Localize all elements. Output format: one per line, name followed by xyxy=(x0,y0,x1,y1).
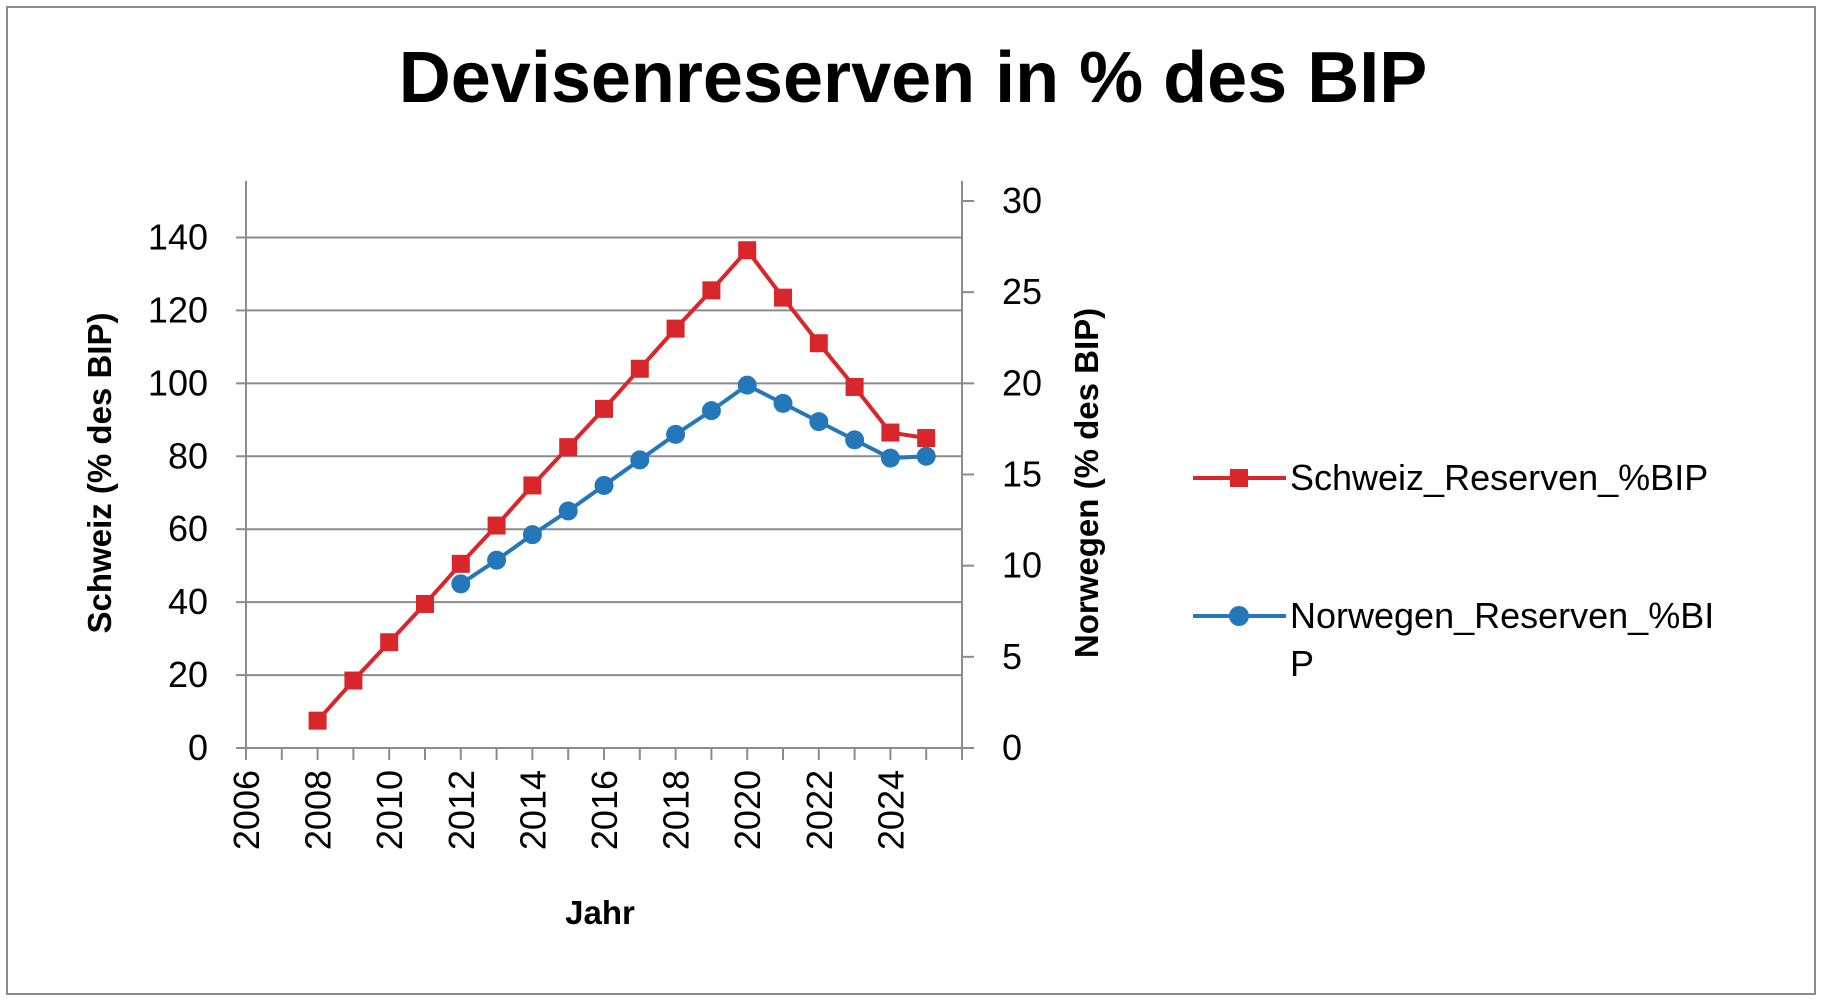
y-left-tick-label: 20 xyxy=(168,654,208,695)
data-point-schweiz xyxy=(559,438,578,457)
y-right-tick-label: 10 xyxy=(1002,545,1042,586)
data-point-schweiz xyxy=(738,241,757,260)
data-point-schweiz xyxy=(666,319,685,338)
x-tick-label: 2006 xyxy=(226,770,267,850)
data-point-norwegen xyxy=(845,430,865,450)
y-left-tick-label: 60 xyxy=(168,508,208,549)
x-axis-label: Jahr xyxy=(565,894,635,931)
data-point-schweiz xyxy=(416,594,434,613)
y-right-tick-label: 0 xyxy=(1002,727,1022,768)
data-point-schweiz xyxy=(774,288,792,307)
data-point-schweiz xyxy=(523,476,542,495)
legend-label-norwegen: Norwegen_Reserven_%BI P xyxy=(1290,595,1714,684)
data-point-norwegen xyxy=(737,375,757,395)
chart-frame: Devisenreserven in % des BIP 0 20 40 60 80 10… xyxy=(6,6,1816,995)
y-right-tick-label: 30 xyxy=(1002,180,1042,221)
data-point-schweiz xyxy=(595,399,613,418)
series xyxy=(308,241,936,730)
y-axis-right-label: Norwegen (% des BIP) xyxy=(1068,308,1105,658)
x-tick-label: 2024 xyxy=(870,770,911,850)
y-left-tick-label: 100 xyxy=(148,362,208,403)
data-point-norwegen xyxy=(594,475,614,495)
data-point-norwegen xyxy=(630,450,650,470)
data-point-norwegen xyxy=(880,448,900,468)
x-tick-label: 2016 xyxy=(584,770,625,850)
axes: 0 20 40 60 80 100 120 140 0 5 10 15 20 25 30 2006 2008 20… xyxy=(148,180,1042,850)
legend-swatch-schweiz-marker xyxy=(1230,469,1248,487)
x-tick-label: 2022 xyxy=(799,770,840,850)
chart-title: Devisenreserven in % des BIP xyxy=(399,38,1428,118)
data-point-schweiz xyxy=(451,554,470,573)
x-tick-label: 2020 xyxy=(727,770,768,850)
y-axis-left-label: Schweiz (% des BIP) xyxy=(81,313,118,634)
data-point-norwegen xyxy=(558,501,578,521)
x-tick-label: 2010 xyxy=(369,770,410,850)
x-tick-label: 2018 xyxy=(656,770,697,850)
y-right-tick-label: 5 xyxy=(1002,636,1022,677)
x-tick-label: 2014 xyxy=(512,770,553,850)
data-point-norwegen xyxy=(809,412,829,432)
data-point-norwegen xyxy=(916,446,936,466)
y-right-tick-label: 20 xyxy=(1002,362,1042,403)
x-tick-label: 2012 xyxy=(441,770,482,850)
data-point-schweiz xyxy=(702,281,721,300)
legend-label-norwegen-line2: P xyxy=(1290,643,1314,684)
data-point-schweiz xyxy=(344,671,363,690)
y-left-tick-label: 80 xyxy=(168,435,208,476)
data-point-schweiz xyxy=(630,359,649,378)
legend-swatch-norwegen-marker xyxy=(1229,606,1249,626)
data-point-norwegen xyxy=(487,550,507,570)
data-point-schweiz xyxy=(845,377,864,396)
legend-label-schweiz: Schweiz_Reserven_%BIP xyxy=(1290,457,1708,498)
data-point-norwegen xyxy=(701,401,721,421)
data-point-schweiz xyxy=(881,423,900,442)
data-point-schweiz xyxy=(380,633,399,652)
y-right-tick-label: 15 xyxy=(1002,454,1042,495)
dual-axis-line-chart: Devisenreserven in % des BIP 0 20 40 60 80 10… xyxy=(81,38,1714,931)
legend: Schweiz_Reserven_%BIP Norwegen_Reserven_… xyxy=(1193,457,1714,684)
legend-label-norwegen-line1: Norwegen_Reserven_%BI xyxy=(1290,595,1714,636)
data-point-schweiz xyxy=(917,429,936,448)
data-point-schweiz xyxy=(308,711,327,730)
gridlines xyxy=(246,236,962,677)
series-line-schweiz xyxy=(316,248,927,722)
data-point-norwegen xyxy=(666,424,686,444)
y-left-tick-label: 0 xyxy=(188,727,208,768)
data-point-norwegen xyxy=(773,393,793,413)
legend-item-norwegen: Norwegen_Reserven_%BI P xyxy=(1193,595,1714,684)
y-left-tick-label: 120 xyxy=(148,289,208,330)
data-point-schweiz xyxy=(487,516,506,535)
data-point-schweiz xyxy=(809,334,828,353)
x-tick-label: 2008 xyxy=(298,770,339,850)
y-left-tick-label: 40 xyxy=(168,581,208,622)
data-point-norwegen xyxy=(522,525,542,545)
data-point-norwegen xyxy=(451,574,471,594)
y-left-tick-label: 140 xyxy=(148,216,208,257)
y-right-tick-label: 25 xyxy=(1002,271,1042,312)
legend-item-schweiz: Schweiz_Reserven_%BIP xyxy=(1193,457,1708,498)
